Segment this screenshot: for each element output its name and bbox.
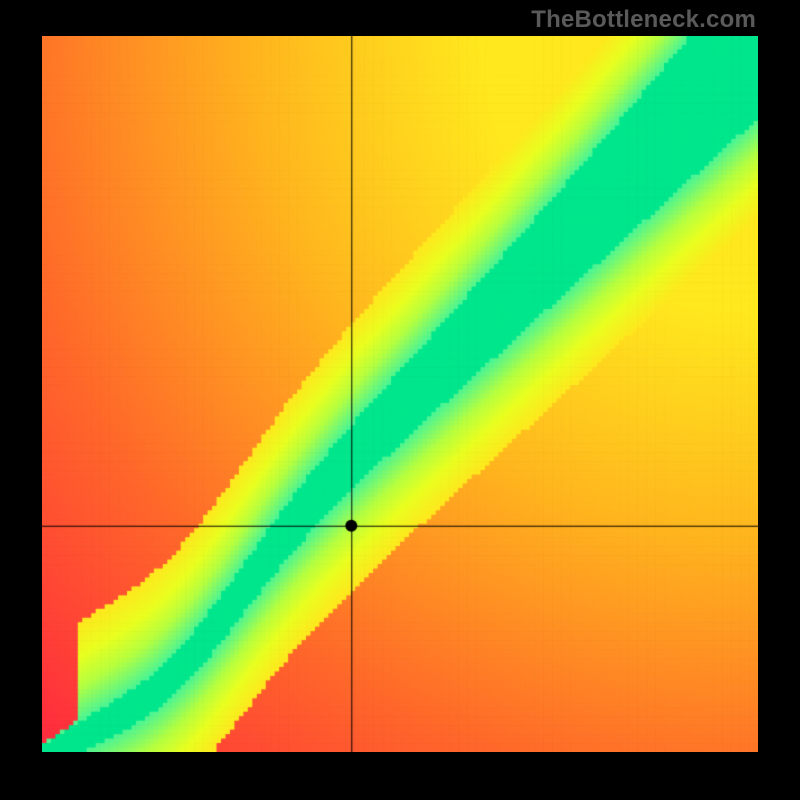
watermark-text: TheBottleneck.com — [531, 6, 756, 34]
bottleneck-heatmap — [42, 36, 758, 752]
